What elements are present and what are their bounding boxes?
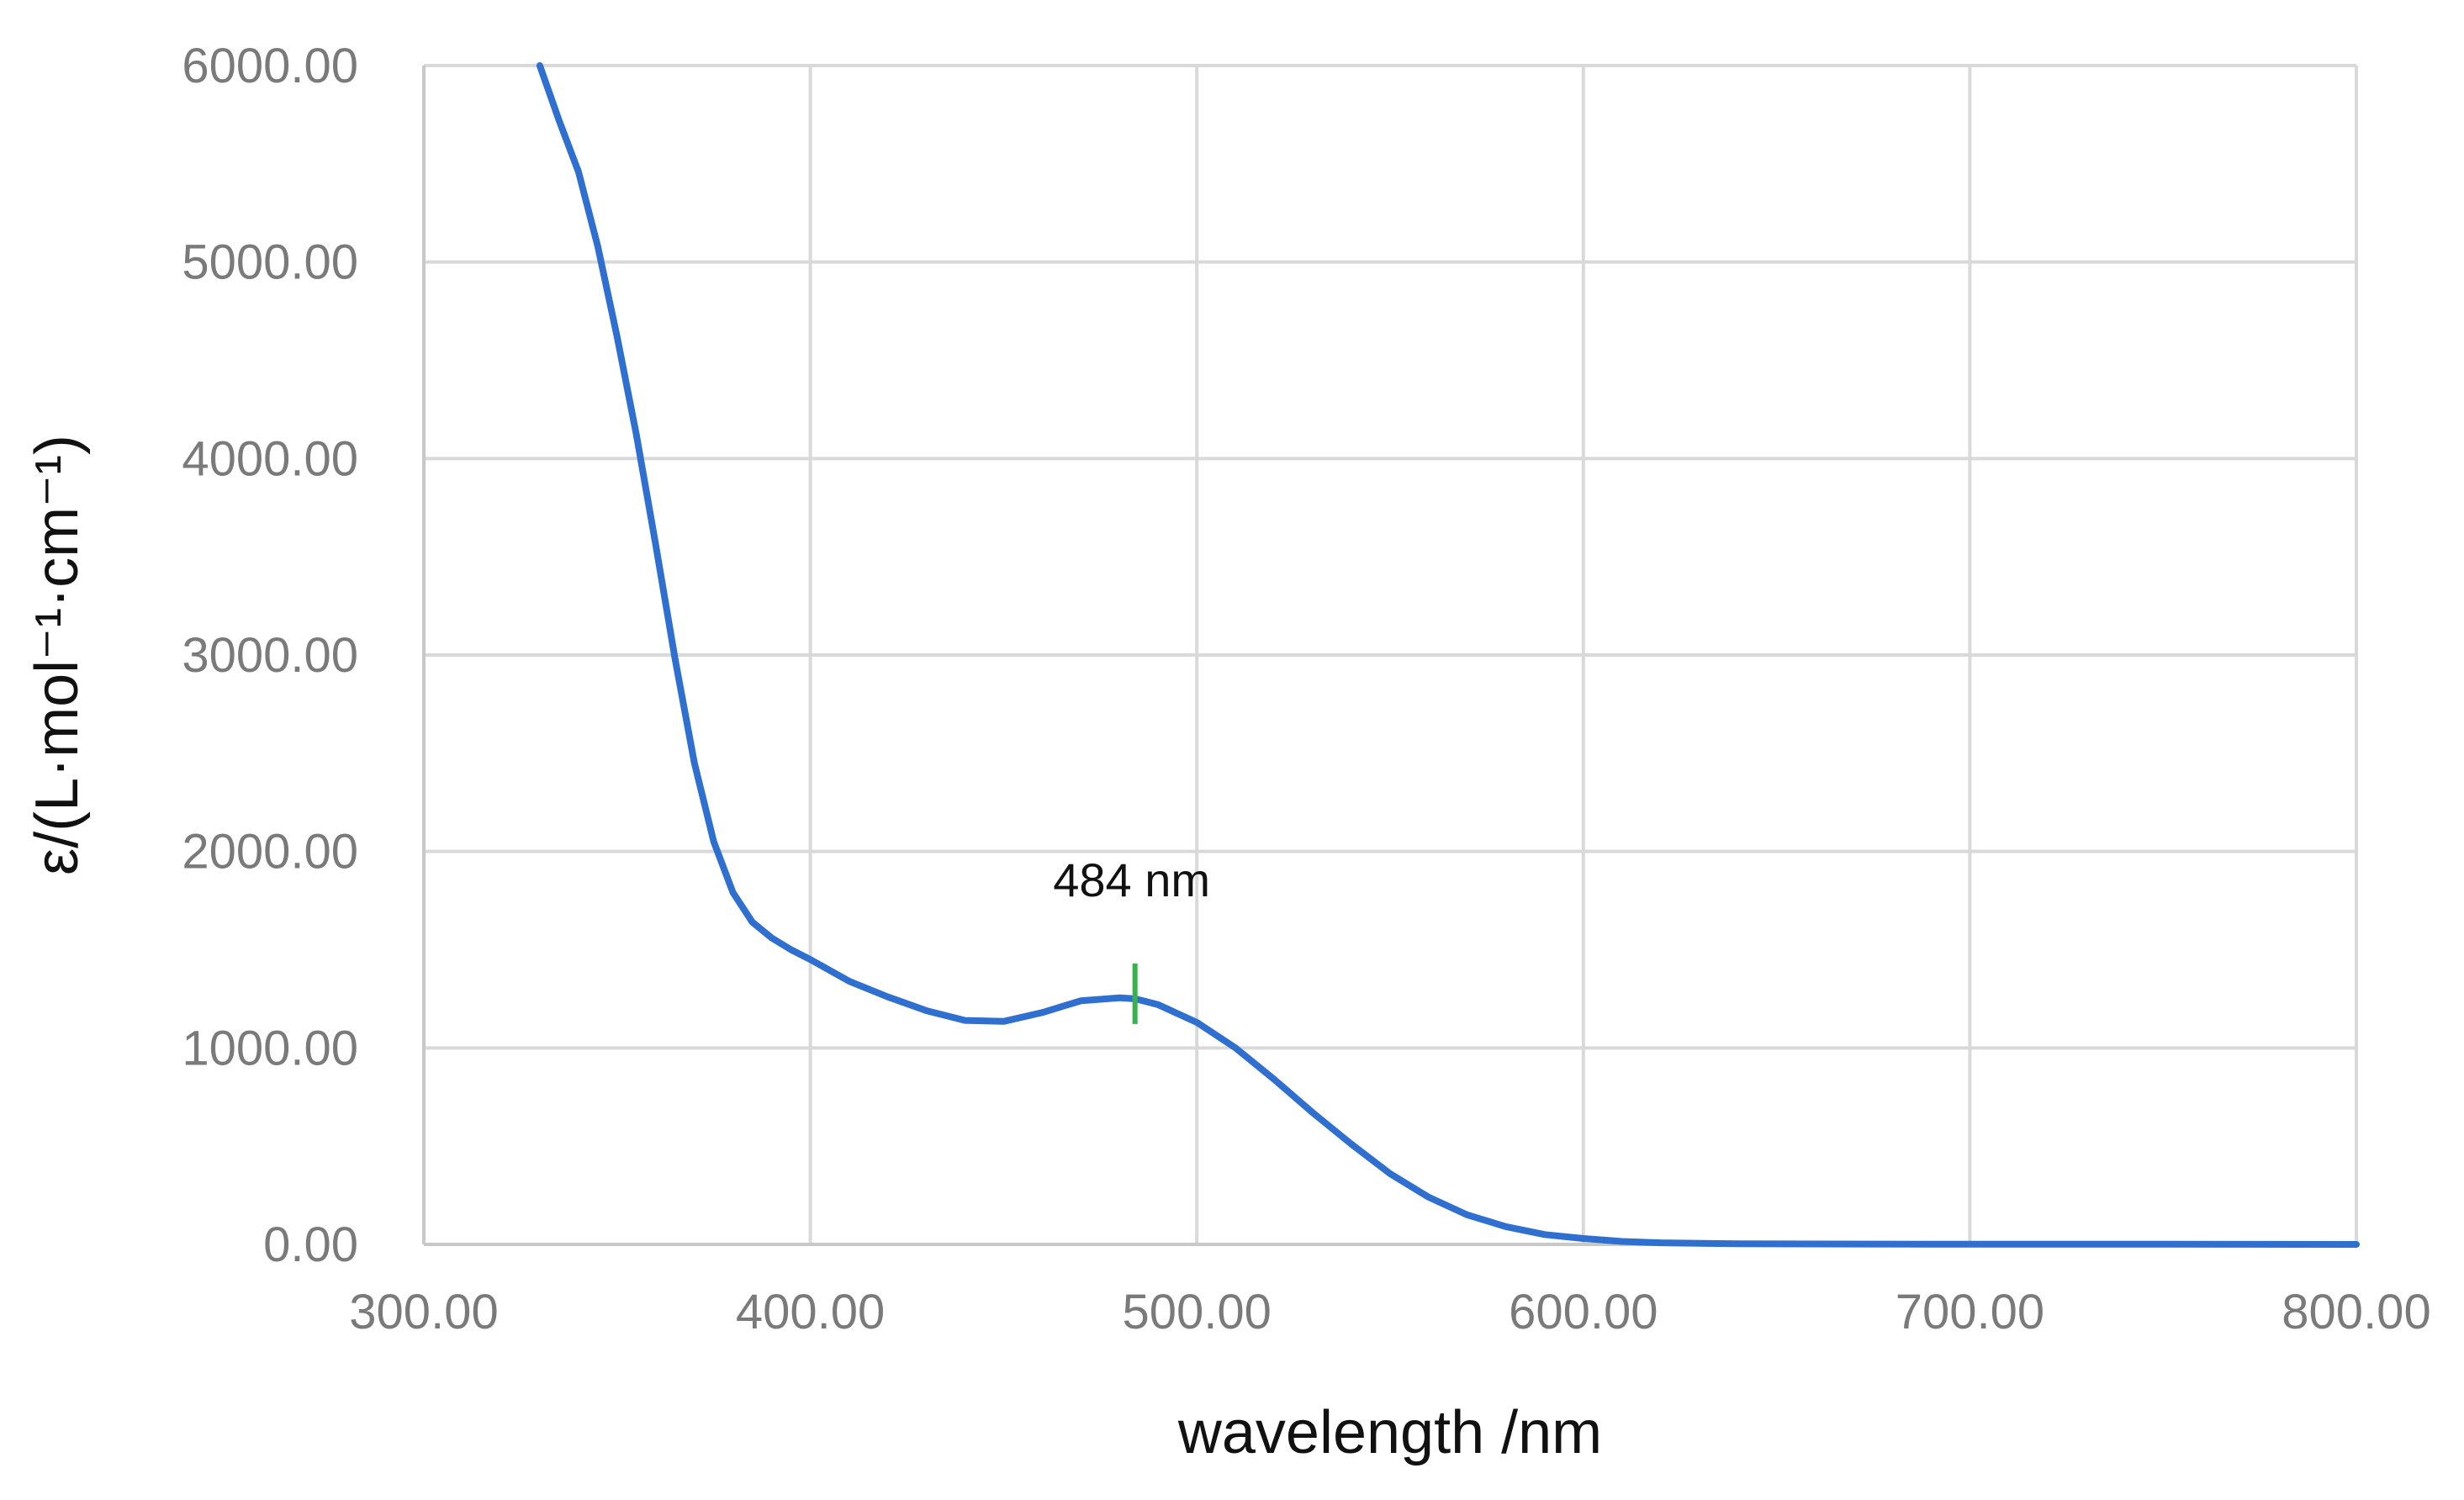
tick-labels: 300.00 400.00 500.00 600.00 700.00 800.00 0.00… xyxy=(182,39,2430,1339)
annotation-layer: 484 nm xyxy=(1053,853,1210,1024)
y-tick-label: 4000.00 xyxy=(182,431,358,486)
x-tick-label: 300.00 xyxy=(349,1285,498,1339)
series-layer xyxy=(536,62,2360,1248)
x-tick-label: 500.00 xyxy=(1122,1285,1271,1339)
peak-annotation-label: 484 nm xyxy=(1053,853,1210,906)
x-tick-label: 800.00 xyxy=(2282,1285,2430,1339)
y-axis-title: ε/(L·mol⁻¹·cm⁻¹) xyxy=(24,435,91,875)
y-tick-label: 0.00 xyxy=(263,1217,358,1272)
x-tick-label: 700.00 xyxy=(1896,1285,2044,1339)
x-tick-label: 600.00 xyxy=(1509,1285,1658,1339)
x-axis-title: wavelength /nm xyxy=(1177,1399,1602,1466)
y-tick-label: 3000.00 xyxy=(182,628,358,683)
grid-lines xyxy=(422,64,2358,1246)
absorption-series-line xyxy=(536,62,2360,1248)
y-tick-label: 5000.00 xyxy=(182,235,358,290)
y-tick-label: 1000.00 xyxy=(182,1021,358,1075)
y-tick-label: 6000.00 xyxy=(182,39,358,93)
y-tick-label: 2000.00 xyxy=(182,825,358,879)
x-tick-label: 400.00 xyxy=(736,1285,885,1339)
